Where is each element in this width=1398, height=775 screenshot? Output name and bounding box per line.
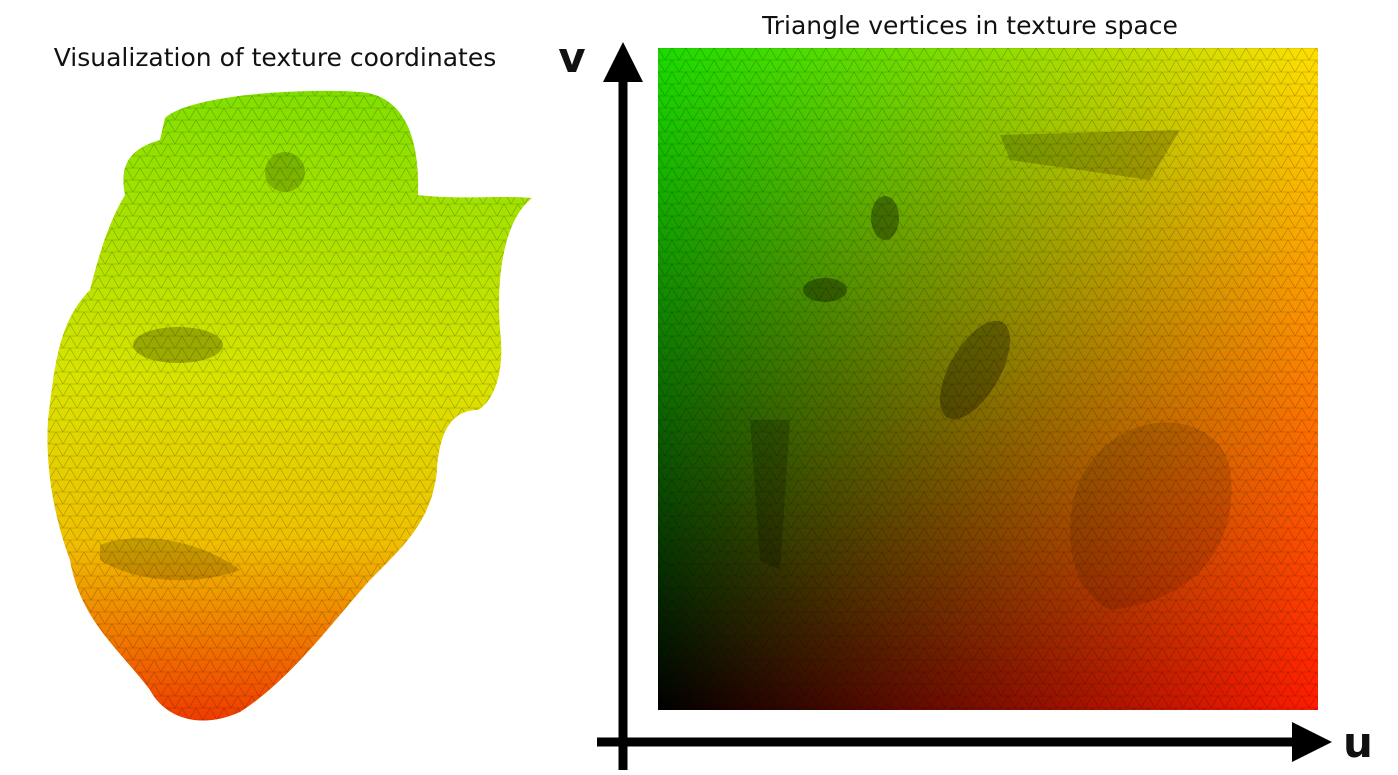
axis-v-label: v	[558, 33, 585, 82]
face-render	[47, 90, 532, 721]
texture-square	[658, 48, 1318, 710]
axis-u-label: u	[1343, 718, 1373, 767]
left-title: Visualization of texture coordinates	[54, 43, 497, 72]
axes	[597, 42, 1332, 770]
right-title: Triangle vertices in texture space	[761, 11, 1178, 40]
